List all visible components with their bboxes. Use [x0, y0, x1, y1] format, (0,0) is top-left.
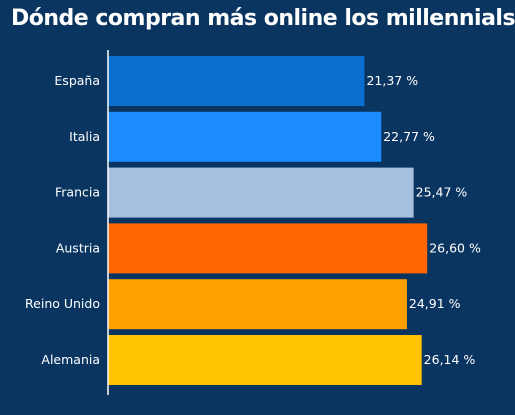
- category-label: Francia: [55, 185, 100, 200]
- value-label: 26,60 %: [429, 240, 481, 255]
- bar-españa: [108, 56, 365, 106]
- labels-group: España 21,37 % Italia 22,77 % Francia 25,47 %…: [25, 73, 481, 367]
- bar-italia: [108, 111, 382, 162]
- value-label: 21,37 %: [366, 73, 418, 88]
- category-label: Austria: [56, 240, 100, 255]
- bar-francia: [108, 167, 414, 218]
- category-label: Reino Unido: [25, 296, 100, 311]
- bars-group: [108, 56, 428, 385]
- bar-reino-unido: [108, 279, 407, 330]
- bar-alemania: [108, 335, 422, 385]
- category-label: Alemania: [41, 352, 100, 367]
- value-label: 26,14 %: [424, 352, 476, 367]
- value-label: 22,77 %: [383, 129, 435, 144]
- chart-title: Dónde compran más online los millennials: [11, 6, 515, 31]
- category-label: Italia: [69, 129, 100, 144]
- category-label: España: [54, 73, 100, 88]
- value-label: 25,47 %: [416, 185, 468, 200]
- bar-austria: [108, 223, 428, 274]
- value-label: 24,91 %: [409, 296, 461, 311]
